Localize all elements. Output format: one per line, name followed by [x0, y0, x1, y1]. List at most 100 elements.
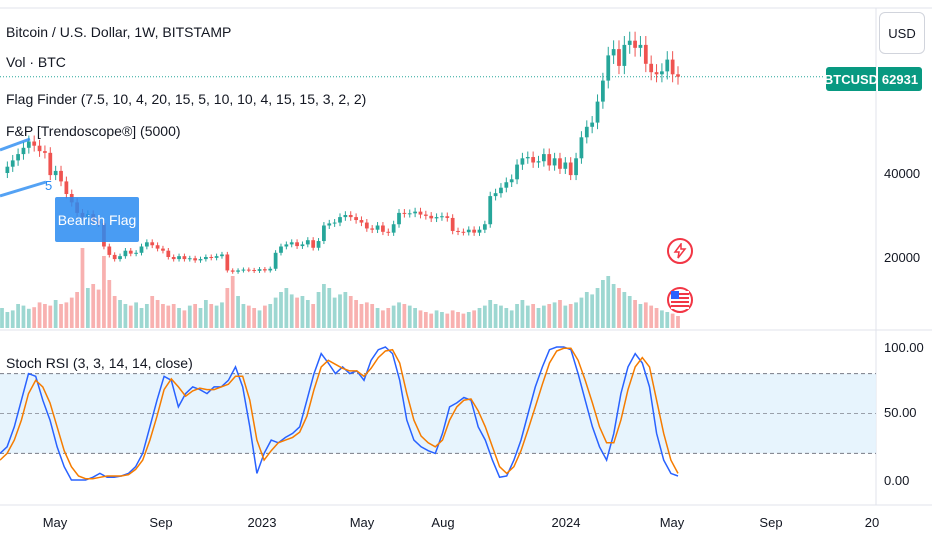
- volume-bar: [611, 284, 616, 328]
- volume-bar: [627, 296, 632, 328]
- us-flag-icon[interactable]: [667, 287, 693, 313]
- volume-bar: [515, 304, 519, 328]
- volume-bar: [150, 296, 155, 328]
- candle-body: [568, 162, 573, 176]
- candle-body: [407, 213, 412, 215]
- stoch-d-line: [0, 347, 679, 480]
- candle-body: [386, 231, 391, 233]
- candle-body: [488, 196, 493, 225]
- fp-legend[interactable]: F&P [Trendoscope®] (5000): [6, 123, 181, 139]
- volume-bar: [16, 304, 20, 328]
- volume-bar: [450, 310, 455, 328]
- candle-body: [300, 244, 305, 247]
- candle-body: [370, 228, 375, 230]
- volume-bar: [241, 304, 246, 328]
- volume-bar: [520, 300, 525, 328]
- candle-body: [171, 257, 176, 260]
- candle-body: [375, 225, 380, 230]
- candle-body: [257, 269, 262, 271]
- volume-bar: [0, 308, 4, 328]
- volume-bar: [37, 302, 42, 328]
- volume-bar: [488, 300, 493, 328]
- volume-bar: [32, 307, 37, 328]
- flag-lower-line: [0, 180, 47, 198]
- volume-bar: [617, 288, 621, 328]
- candle-body: [622, 44, 627, 66]
- volume-bar: [574, 302, 578, 328]
- symbol-legend[interactable]: Bitcoin / U.S. Dollar, 1W, BITSTAMP: [6, 24, 232, 40]
- candle-body: [606, 55, 611, 81]
- volume-bar: [203, 300, 208, 328]
- candle-body: [397, 212, 401, 225]
- candle-body: [5, 166, 10, 173]
- volume-bar: [327, 288, 332, 328]
- candle-body: [48, 152, 53, 176]
- candle-body: [246, 269, 251, 271]
- candle-body: [381, 225, 385, 232]
- stoch-rsi-legend[interactable]: Stoch RSI (3, 3, 14, 14, close): [6, 355, 193, 371]
- flag-finder-legend[interactable]: Flag Finder (7.5, 10, 4, 20, 15, 5, 10, …: [6, 91, 367, 107]
- candle-body: [182, 256, 187, 260]
- candle-body: [643, 44, 648, 64]
- candle-body: [359, 220, 364, 223]
- candle-body: [676, 74, 680, 77]
- candle-body: [64, 181, 69, 194]
- candle-body: [354, 217, 358, 221]
- candle-body: [10, 160, 15, 167]
- candle-body: [531, 157, 536, 163]
- currency-button[interactable]: USD: [879, 12, 925, 54]
- candle-body: [214, 256, 219, 258]
- volume-bar: [643, 302, 648, 328]
- bearish-flag-label[interactable]: Bearish Flag: [55, 197, 139, 242]
- lightning-icon[interactable]: [667, 238, 693, 264]
- x-tick-sep-2: Sep: [759, 515, 783, 530]
- candle-body: [445, 216, 450, 218]
- volume-bar: [171, 304, 176, 328]
- candle-body: [665, 59, 670, 72]
- candle-body: [107, 246, 112, 255]
- candle-body: [332, 222, 337, 224]
- candle-body: [118, 256, 122, 260]
- candle-body: [289, 242, 294, 245]
- volume-legend[interactable]: Vol · BTC: [6, 54, 66, 70]
- volume-bar: [359, 304, 364, 328]
- candle-body: [252, 270, 257, 272]
- volume-bar: [456, 312, 460, 328]
- volume-bar: [547, 304, 552, 328]
- candle-body: [413, 211, 417, 214]
- volume-bar: [252, 308, 257, 328]
- volume-bar: [477, 308, 482, 328]
- candle-body: [26, 141, 31, 148]
- volume-bar: [568, 304, 573, 328]
- volume-bar: [434, 310, 439, 328]
- volume-bar: [332, 297, 337, 328]
- volume-bar: [407, 305, 412, 328]
- volume-bar: [273, 297, 278, 328]
- volume-bar: [429, 313, 434, 328]
- volume-bar: [182, 310, 187, 328]
- volume-bar: [622, 292, 627, 328]
- volume-bar: [279, 292, 283, 328]
- volume-bar: [134, 302, 139, 328]
- candle-body: [584, 126, 589, 138]
- candle-body: [37, 145, 42, 152]
- volume-bar: [638, 304, 643, 328]
- volume-bar: [289, 294, 294, 328]
- candle-body: [348, 215, 353, 218]
- candle-body: [493, 193, 498, 197]
- candle-body: [558, 158, 562, 169]
- volume-bar: [402, 304, 407, 328]
- volume-bar: [595, 288, 600, 328]
- volume-bar: [649, 305, 654, 328]
- volume-bar: [525, 305, 530, 328]
- candle-body: [423, 214, 428, 216]
- candle-body: [316, 241, 321, 248]
- volume-bar: [338, 294, 342, 328]
- candle-body: [53, 170, 58, 176]
- volume-bar: [461, 313, 466, 328]
- volume-bar: [214, 305, 219, 328]
- volume-bar: [295, 297, 299, 328]
- candle-body: [236, 270, 240, 272]
- volume-bar: [53, 300, 58, 328]
